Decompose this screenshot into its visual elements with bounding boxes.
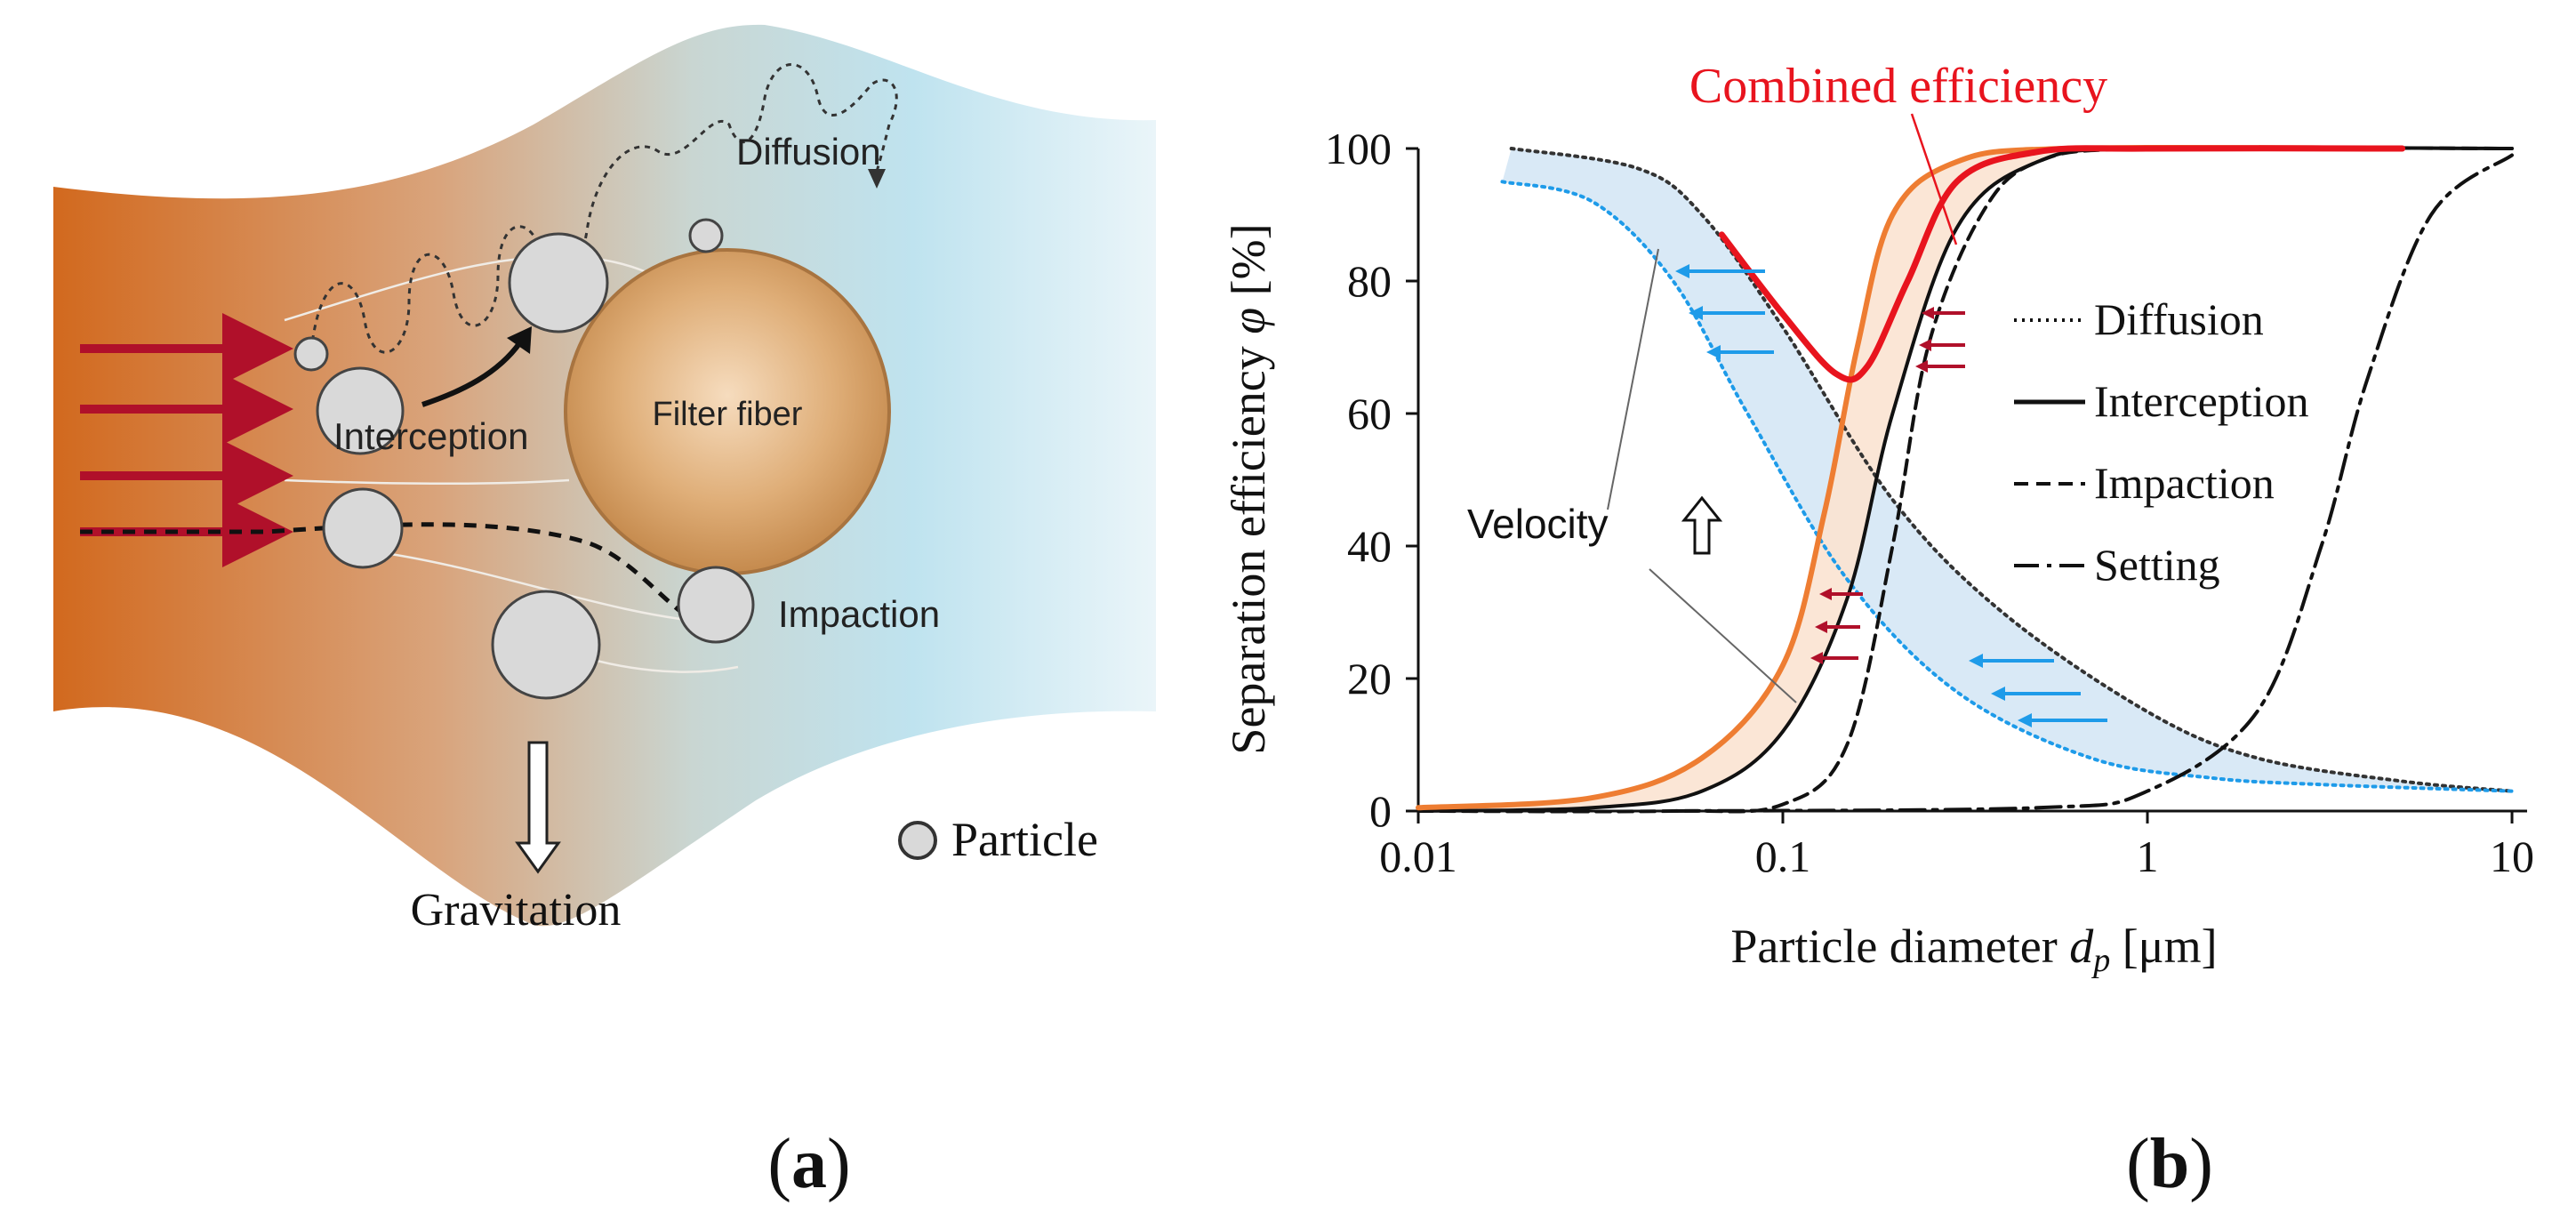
x-tick-label: 10 [2490, 831, 2534, 881]
gravitation-label: Gravitation [411, 885, 622, 936]
particle-legend-label: Particle [951, 813, 1098, 866]
interception-arrow-head [507, 326, 532, 354]
legend-label-diffusion: Diffusion [2094, 294, 2264, 344]
legend-label-interception: Interception [2094, 376, 2309, 426]
y-tick-label: 40 [1347, 521, 1392, 571]
particle [316, 366, 405, 455]
blue-shift-arrow [1675, 264, 1765, 278]
combined-leader-line [1910, 113, 1958, 245]
velocity-up-arrow [1681, 495, 1723, 555]
series-line-diffusion [1509, 147, 2514, 793]
chart-series [1416, 144, 2514, 814]
blue-shift-arrow [1969, 654, 2054, 668]
y-tick-label: 80 [1347, 256, 1392, 306]
series-line-diffusion-higher-velocity [1500, 180, 2514, 793]
impaction-label: Impaction [778, 593, 940, 635]
series-line-combined-efficiency [1718, 145, 2406, 383]
caption-a: (a) [767, 1125, 850, 1203]
red-shift-arrow [1919, 339, 1965, 351]
panel-a: Filter fiber Diffusion Interception Impa… [53, 24, 1156, 1203]
caption-b: (b) [2126, 1125, 2213, 1203]
velocity-leader-line [1607, 248, 1659, 510]
diffusion-arrow-head [868, 169, 886, 189]
red-shift-arrow [1815, 621, 1860, 633]
diffusion-label: Diffusion [736, 131, 881, 173]
diffusion-velocity-band [1502, 149, 2513, 791]
x-tick-label: 0.01 [1379, 831, 1457, 881]
combined-efficiency-label: Combined efficiency [1689, 59, 2107, 114]
red-shift-arrow [1922, 307, 1965, 319]
blue-shift-arrow [1706, 345, 1774, 359]
particle-legend-symbol [898, 821, 937, 860]
particle [491, 590, 601, 700]
streamline [284, 478, 570, 485]
chart-legend: Diffusion Interception Impaction Setting [2014, 294, 2309, 590]
x-tick-label: 1 [2137, 831, 2159, 881]
red-shift-arrow [1819, 588, 1863, 600]
interception-arrow [421, 341, 523, 407]
y-tick-label: 0 [1369, 786, 1392, 836]
filter-fiber-label: Filter fiber [653, 396, 803, 433]
particle [688, 218, 724, 253]
particle [677, 566, 755, 644]
y-axis-label: Separation efficiency φ [%] [1222, 223, 1275, 754]
x-tick-label: 0.1 [1755, 831, 1811, 881]
legend-label-impaction: Impaction [2094, 458, 2275, 508]
velocity-leader-line [1649, 568, 1797, 703]
velocity-label: Velocity [1467, 501, 1609, 547]
blue-shift-arrow [1689, 306, 1765, 320]
particle [293, 336, 329, 372]
red-shift-arrow [1810, 652, 1858, 664]
series-line-impaction [1416, 145, 2514, 814]
particle [322, 487, 404, 569]
y-tick-label: 20 [1347, 654, 1392, 703]
x-axis-label: Particle diameter dp [μm] [1730, 920, 2217, 979]
y-tick-label: 60 [1347, 389, 1392, 438]
red-shift-arrow [1915, 360, 1965, 373]
velocity-shift-arrows [1675, 264, 2107, 727]
y-tick-label: 100 [1325, 124, 1392, 173]
chart-axes [1416, 149, 2527, 813]
gravitation-arrow [515, 741, 561, 874]
series-line-setting [1671, 153, 2514, 813]
legend-label-setting: Setting [2094, 540, 2220, 590]
interception-label: Interception [333, 415, 528, 457]
particle [508, 232, 609, 333]
blue-shift-arrow [1991, 687, 2081, 701]
blue-shift-arrow [2018, 713, 2107, 727]
